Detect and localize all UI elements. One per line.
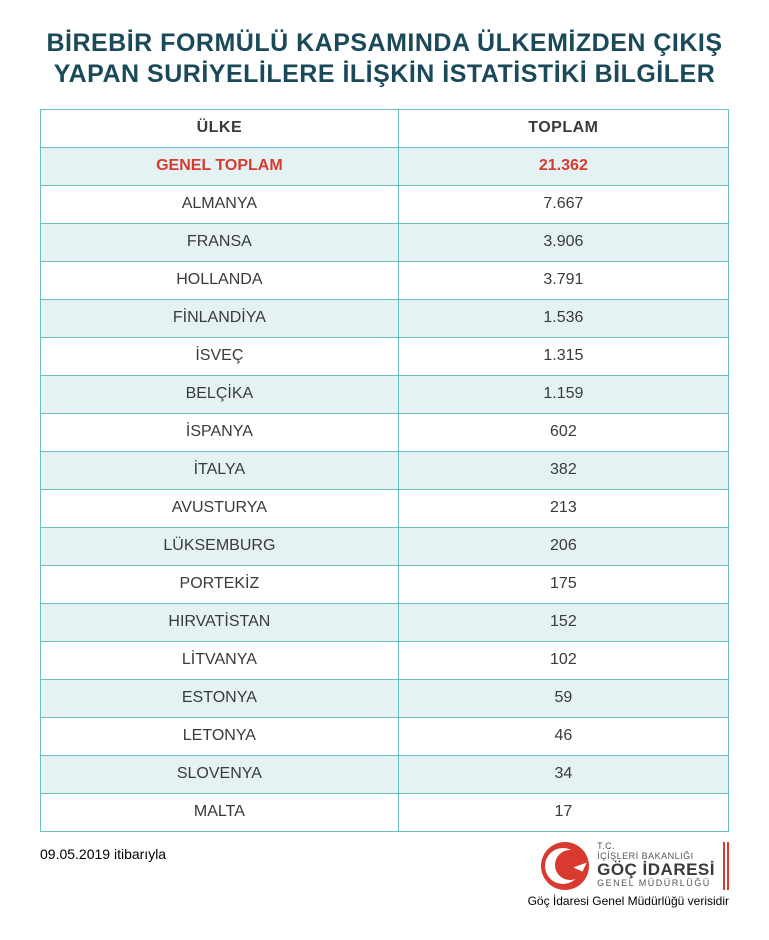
cell-country: İSVEÇ	[41, 337, 399, 375]
cell-country: FRANSA	[41, 223, 399, 261]
logo-line4: GENEL MÜDÜRLÜĞÜ	[597, 879, 715, 888]
cell-country: MALTA	[41, 793, 399, 831]
cell-country: PORTEKİZ	[41, 565, 399, 603]
table-row: LÜKSEMBURG206	[41, 527, 729, 565]
cell-value: 46	[398, 717, 728, 755]
cell-country: HIRVATİSTAN	[41, 603, 399, 641]
cell-value: 152	[398, 603, 728, 641]
as-of-date: 09.05.2019 itibarıyla	[40, 842, 166, 862]
col-header-country: ÜLKE	[41, 109, 399, 147]
table-row: LETONYA46	[41, 717, 729, 755]
cell-value: 1.315	[398, 337, 728, 375]
table-row: SLOVENYA34	[41, 755, 729, 793]
table-row: FİNLANDİYA1.536	[41, 299, 729, 337]
data-table: ÜLKE TOPLAM GENEL TOPLAM21.362ALMANYA7.6…	[40, 109, 729, 832]
cell-country: ESTONYA	[41, 679, 399, 717]
table-total-row: GENEL TOPLAM21.362	[41, 147, 729, 185]
cell-country: LİTVANYA	[41, 641, 399, 679]
cell-value: 34	[398, 755, 728, 793]
total-label: GENEL TOPLAM	[41, 147, 399, 185]
cell-country: AVUSTURYA	[41, 489, 399, 527]
table-row: İSPANYA602	[41, 413, 729, 451]
cell-value: 7.667	[398, 185, 728, 223]
cell-value: 102	[398, 641, 728, 679]
col-header-total: TOPLAM	[398, 109, 728, 147]
table-row: FRANSA3.906	[41, 223, 729, 261]
cell-value: 382	[398, 451, 728, 489]
table-row: ESTONYA59	[41, 679, 729, 717]
cell-value: 3.906	[398, 223, 728, 261]
cell-country: LÜKSEMBURG	[41, 527, 399, 565]
total-value: 21.362	[398, 147, 728, 185]
cell-value: 175	[398, 565, 728, 603]
cell-value: 213	[398, 489, 728, 527]
table-row: LİTVANYA102	[41, 641, 729, 679]
cell-country: İTALYA	[41, 451, 399, 489]
logo-bars-icon	[723, 842, 729, 890]
cell-country: FİNLANDİYA	[41, 299, 399, 337]
cell-value: 206	[398, 527, 728, 565]
cell-value: 602	[398, 413, 728, 451]
cell-country: LETONYA	[41, 717, 399, 755]
cell-country: HOLLANDA	[41, 261, 399, 299]
cell-value: 1.536	[398, 299, 728, 337]
cell-value: 59	[398, 679, 728, 717]
cell-value: 17	[398, 793, 728, 831]
cell-value: 3.791	[398, 261, 728, 299]
table-row: HIRVATİSTAN152	[41, 603, 729, 641]
source-caption: Göç İdaresi Genel Müdürlüğü verisidir	[528, 894, 729, 908]
table-row: İSVEÇ1.315	[41, 337, 729, 375]
table-row: İTALYA382	[41, 451, 729, 489]
table-row: BELÇİKA1.159	[41, 375, 729, 413]
source-logo-block: T.C. İÇİŞLERİ BAKANLIĞI GÖÇ İDARESİ GENE…	[528, 842, 729, 908]
logo-line3: GÖÇ İDARESİ	[597, 861, 715, 879]
table-row: PORTEKİZ175	[41, 565, 729, 603]
table-header-row: ÜLKE TOPLAM	[41, 109, 729, 147]
cell-country: İSPANYA	[41, 413, 399, 451]
page-title: BİREBİR FORMÜLÜ KAPSAMINDA ÜLKEMİZDEN ÇI…	[40, 28, 729, 91]
logo-icon	[541, 842, 589, 890]
cell-country: ALMANYA	[41, 185, 399, 223]
logo-text: T.C. İÇİŞLERİ BAKANLIĞI GÖÇ İDARESİ GENE…	[597, 842, 715, 888]
table-row: AVUSTURYA213	[41, 489, 729, 527]
table-row: HOLLANDA3.791	[41, 261, 729, 299]
table-row: MALTA17	[41, 793, 729, 831]
cell-value: 1.159	[398, 375, 728, 413]
cell-country: SLOVENYA	[41, 755, 399, 793]
cell-country: BELÇİKA	[41, 375, 399, 413]
table-row: ALMANYA7.667	[41, 185, 729, 223]
